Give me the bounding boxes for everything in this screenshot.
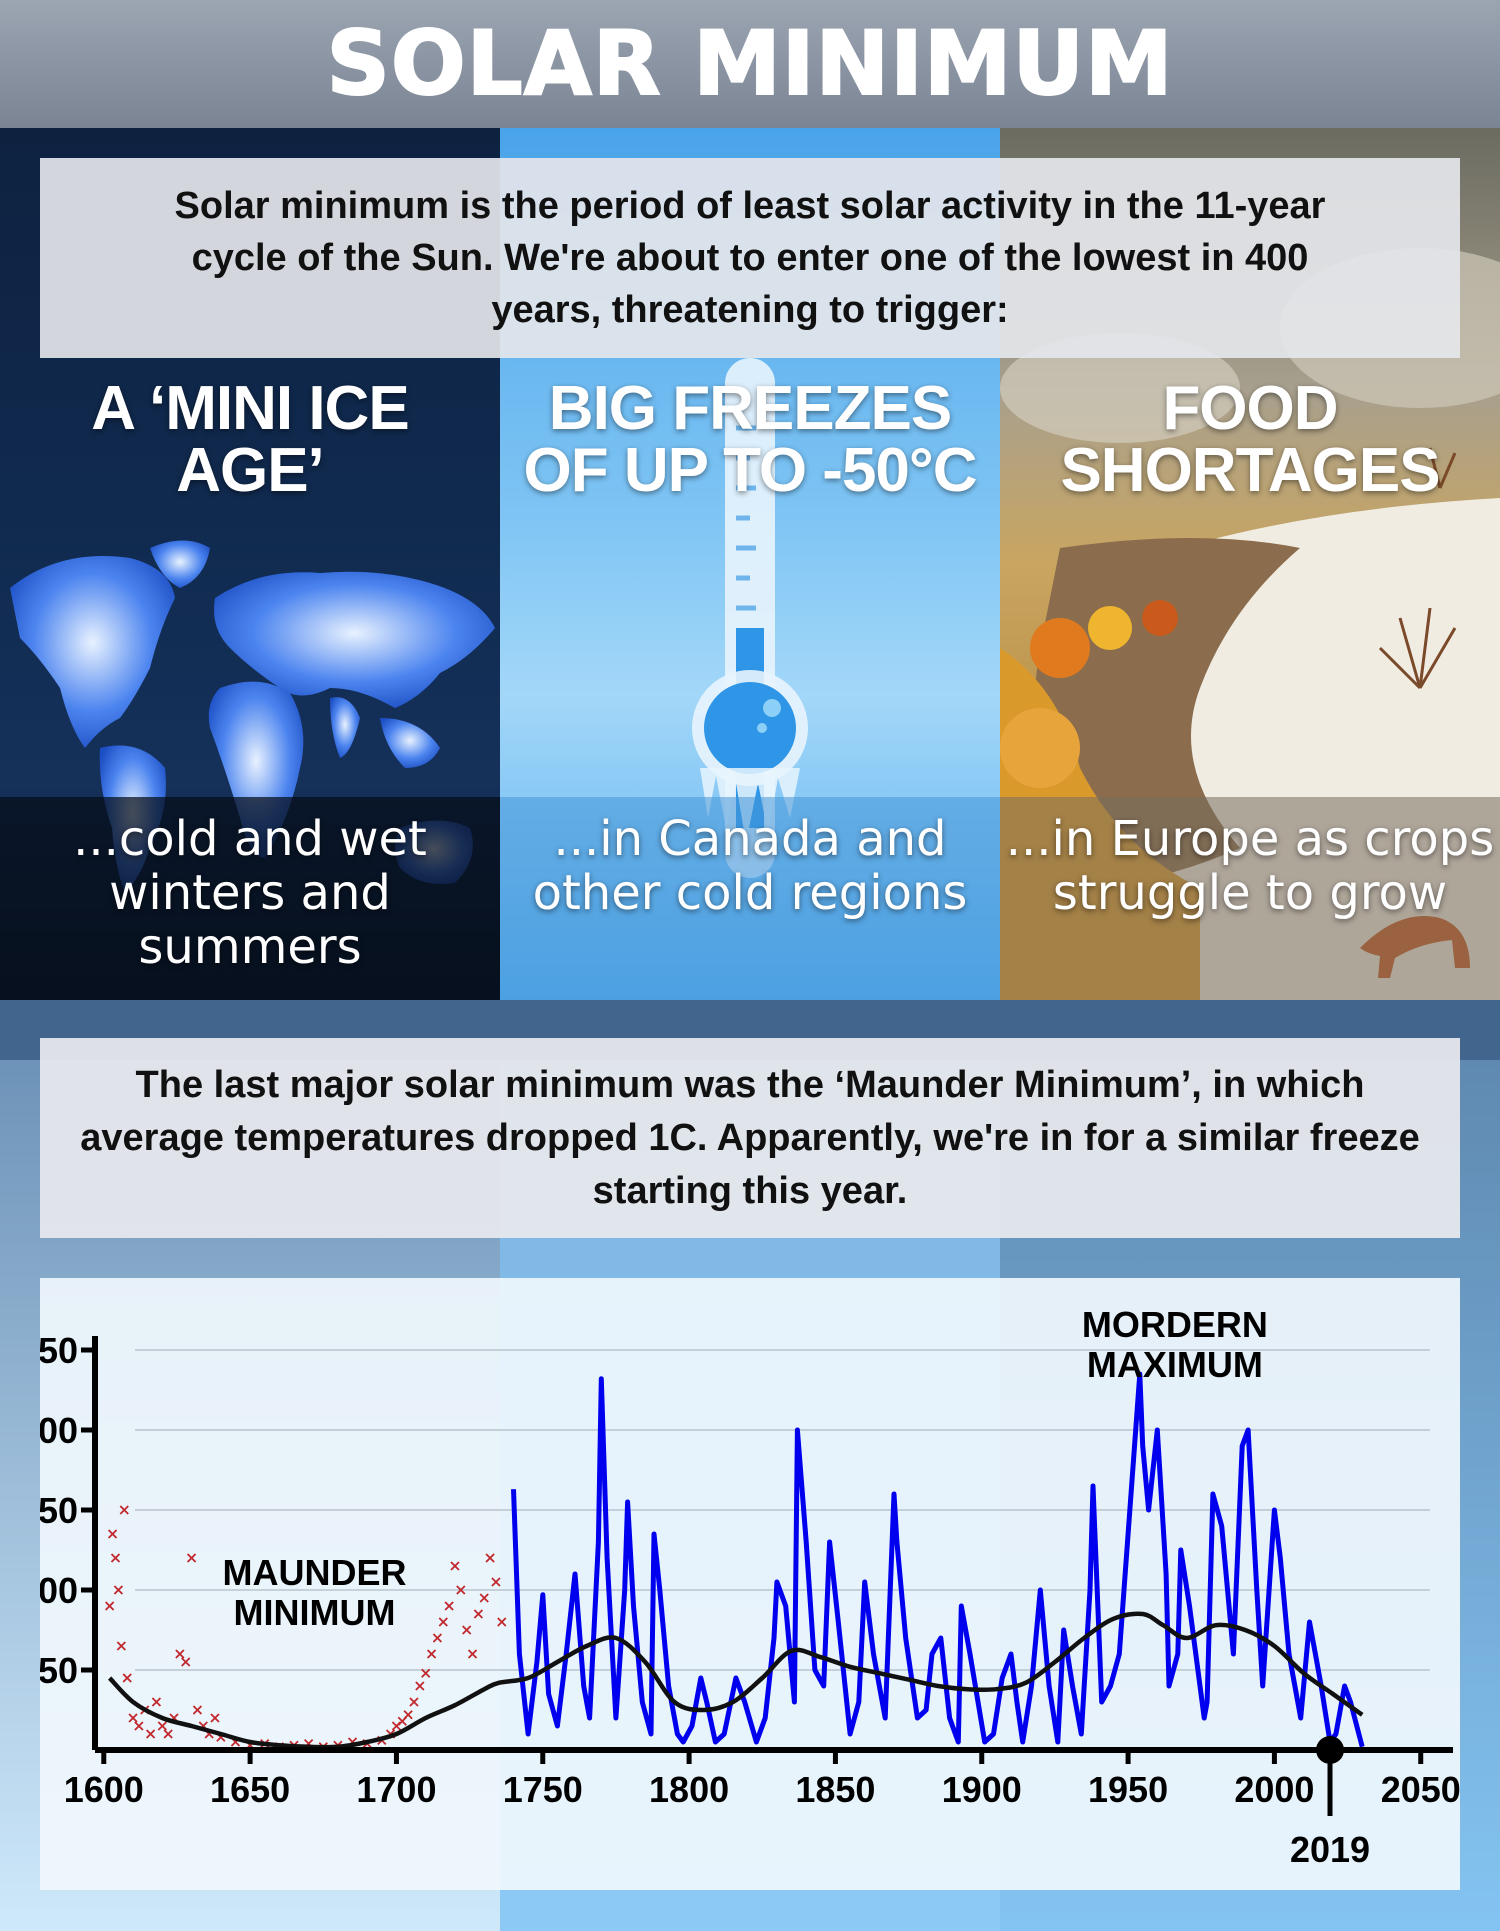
data-point [175,1649,185,1659]
column-title-big-freezes: BIG FREEZES OF UP TO -50°C [523,374,978,505]
x-tick-label: 1650 [210,1769,290,1810]
data-point [491,1577,501,1587]
data-point [157,1721,167,1731]
annotation-label: MAXIMUM [1087,1344,1263,1385]
data-point [403,1710,413,1720]
series-line [511,1371,1365,1748]
axis-layer [81,1336,1453,1816]
data-point [122,1673,132,1683]
data-point [485,1553,495,1563]
data-point [163,1729,173,1739]
caption-band-big-freezes [500,797,1000,1000]
annotation-label: MAUNDER [222,1552,406,1593]
data-point [473,1609,484,1619]
y-tick-label: 250 [40,1330,78,1371]
x-tick-label: 2000 [1234,1769,1314,1810]
data-point [467,1649,478,1659]
data-point [409,1697,419,1707]
y-tick-label: 200 [40,1410,78,1451]
data-point [497,1617,507,1627]
caption-band-food-shortages [1000,797,1500,1000]
data-point [210,1713,220,1723]
series-layer [104,1371,1365,1752]
data-point [151,1697,162,1707]
annotation-label: MORDERN [1082,1304,1268,1345]
data-point [415,1681,425,1691]
column-title-food-shortages: FOOD SHORTAGES [1060,374,1440,505]
x-tick-label: 1800 [649,1769,729,1810]
data-point [462,1625,472,1635]
data-point [107,1529,118,1539]
data-point [113,1585,124,1595]
label-layer: 50 100 150 200 250 1600 1650 1700 1750 1800 1850 19… [40,1304,1460,1870]
thermometer-icon [692,358,808,878]
header-banner: SOLAR MINIMUM [0,0,1500,128]
data-point [444,1601,454,1611]
y-tick-label: 50 [40,1650,78,1691]
column-caption-big-freezes: ...in Canada and other cold regions [532,811,968,921]
data-point [119,1505,129,1515]
data-point [426,1649,437,1659]
x-tick-label: 1600 [64,1769,144,1810]
data-point [192,1705,203,1715]
x-tick-label: 2050 [1381,1769,1460,1810]
data-point [110,1553,121,1563]
intro-box: Solar minimum is the period of least sol… [40,158,1460,358]
x-tick-label: 1700 [356,1769,436,1810]
annotation-label: MINIMUM [234,1592,396,1633]
data-point [104,1601,115,1611]
y-tick-label: 150 [40,1490,78,1531]
x-tick-label: 1950 [1088,1769,1168,1810]
data-point [116,1641,126,1651]
info-box: The last major solar minimum was the ‘Ma… [40,1038,1460,1238]
column-caption-ice-age: ...cold and wet winters and summers [73,811,427,975]
sunspot-chart: 50 100 150 200 250 1600 1650 1700 1750 1800 1850 19… [40,1304,1460,1870]
page-title: SOLAR MINIMUM [325,11,1174,116]
x-tick-label: 1750 [503,1769,583,1810]
data-point [134,1721,144,1731]
data-point [456,1585,466,1595]
column-title-ice-age: A ‘MINI ICE AGE’ [91,374,409,505]
data-point [479,1593,489,1603]
column-caption-food-shortages: ...in Europe as crops struggle to grow [1005,811,1495,921]
data-point [186,1553,197,1563]
grid-layer [135,1349,1430,1671]
data-point [145,1729,156,1739]
x-tick-label: 1850 [795,1769,875,1810]
marker-dot [1316,1736,1345,1764]
y-tick-label: 100 [40,1570,78,1611]
data-point [421,1668,431,1678]
data-point [128,1713,138,1723]
data-point [450,1561,460,1571]
data-point [438,1617,448,1627]
info-text: The last major solar minimum was the ‘Ma… [80,1063,1420,1212]
x-tick-label: 1900 [942,1769,1022,1810]
intro-text: Solar minimum is the period of least sol… [174,185,1326,331]
caption-band-ice-age [0,797,500,1000]
data-point [181,1657,191,1667]
chart-panel: 50 100 150 200 250 1600 1650 1700 1750 1800 1850 19… [40,1278,1460,1890]
data-point [432,1633,443,1643]
marker-label: 2019 [1290,1829,1370,1870]
